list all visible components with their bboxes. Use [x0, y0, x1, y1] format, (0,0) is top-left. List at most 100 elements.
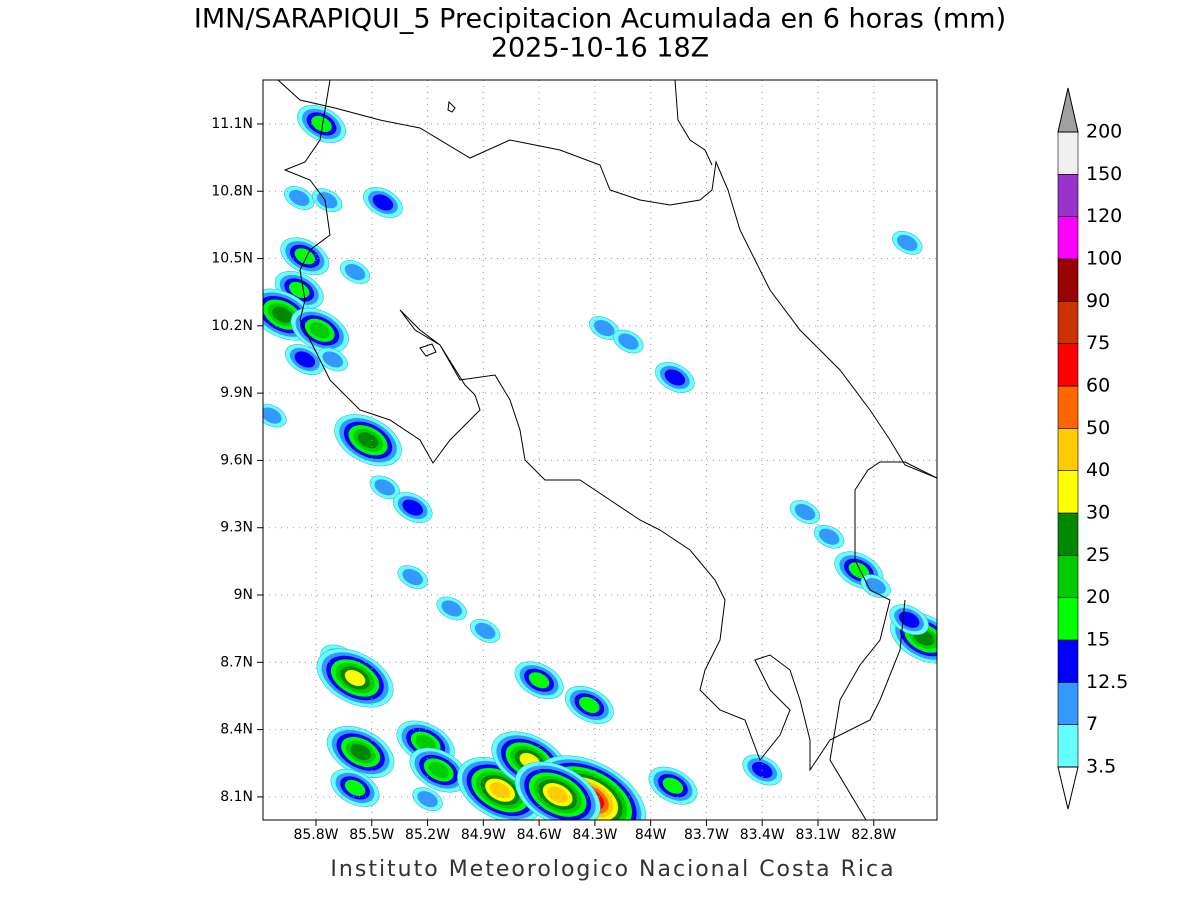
precip-cell: [428, 761, 449, 779]
precip-cell: [289, 189, 310, 207]
precip-cell: [344, 669, 366, 687]
colorbar-over: [1057, 87, 1079, 133]
precip-cell: [350, 743, 371, 761]
precip-cell: [294, 248, 316, 265]
colorbar-label: 3.5: [1086, 756, 1116, 778]
precip-cell: [579, 696, 600, 713]
x-tick-label: 83.1W: [795, 827, 840, 843]
precip-cell: [818, 528, 840, 545]
y-tick-label: 9.3N: [220, 520, 253, 536]
colorbar-swatch: [1057, 343, 1079, 387]
precip-cell: [402, 499, 423, 516]
precip-cell: [344, 779, 366, 796]
precip-cell: [474, 622, 496, 639]
y-tick-label: 10.5N: [211, 251, 253, 267]
colorbar-label: 150: [1086, 163, 1122, 185]
map-subtitle: 2025-10-16 18Z: [491, 33, 709, 64]
precip-cell: [896, 234, 918, 251]
precip-cell: [344, 263, 366, 281]
precip-cell: [547, 786, 568, 803]
precip-cell: [415, 735, 436, 752]
colorbar-label: 75: [1086, 332, 1110, 354]
precip-cell: [489, 782, 511, 799]
precip-cell: [898, 611, 920, 628]
colorbar-label: 20: [1086, 586, 1110, 608]
x-tick-label: 84.3W: [572, 827, 617, 843]
precip-cell: [372, 194, 394, 211]
precip-cell: [263, 407, 282, 424]
colorbar-label: 15: [1086, 629, 1110, 651]
plot-frame: [262, 79, 938, 821]
colorbar-swatch: [1057, 682, 1079, 725]
x-tick-label: 84.6W: [517, 827, 562, 843]
x-tick-label: 85.8W: [293, 827, 338, 843]
colorbar-swatch: [1057, 428, 1079, 471]
y-tick-label: 8.1N: [220, 789, 253, 805]
y-tick-label: 9.9N: [220, 385, 253, 401]
y-tick-label: 8.4N: [220, 722, 253, 738]
precip-cell: [294, 351, 316, 368]
precip-cell: [272, 306, 293, 323]
precip-cell: [322, 351, 343, 368]
x-tick-label: 83.7W: [684, 827, 729, 843]
colorbar-label: 40: [1086, 459, 1110, 481]
colorbar-label: 120: [1086, 205, 1122, 227]
colorbar-swatch: [1057, 385, 1079, 429]
caribbean-coast: [277, 80, 937, 479]
y-tick-label: 9N: [234, 587, 253, 603]
gulf-island: [419, 343, 437, 357]
x-tick-label: 85.2W: [405, 827, 450, 843]
precip-cell: [309, 322, 330, 339]
colorbar-swatch: [1057, 470, 1079, 514]
precip-cell: [751, 761, 773, 779]
x-tick-label: 84W: [635, 827, 667, 843]
y-tick-label: 10.8N: [211, 183, 253, 199]
map-title: IMN/SARAPIQUI_5 Precipitacion Acumulada …: [194, 4, 1006, 35]
lake-island: [447, 100, 456, 113]
colorbar-swatch: [1057, 724, 1079, 768]
precip-cell: [664, 369, 686, 386]
map-footer: Instituto Meteorologico Nacional Costa R…: [330, 857, 895, 882]
colorbar-swatch: [1057, 174, 1079, 217]
precip-cell: [417, 791, 438, 808]
precip-cell: [441, 600, 462, 617]
colorbar-swatch: [1057, 512, 1079, 556]
precip-cell: [402, 569, 423, 586]
nicaragua-border: [674, 80, 713, 166]
colorbar-under: [1057, 766, 1079, 810]
y-tick-label: 8.7N: [220, 654, 253, 670]
precip-cell: [374, 479, 396, 496]
precip-cell: [848, 562, 870, 579]
colorbar-swatch: [1057, 597, 1079, 641]
grid: 85.8W 85.5W 85.2W 84.9W 84.6W 84.3W 84W 83.7W 83…: [211, 80, 937, 843]
x-tick-label: 83.4W: [740, 827, 785, 843]
colorbar-label: 50: [1086, 417, 1110, 439]
colorbar-label: 12.5: [1086, 671, 1128, 693]
x-tick-label: 85.5W: [349, 827, 394, 843]
precip-cell: [662, 777, 684, 794]
colorbar-swatch: [1057, 216, 1079, 260]
colorbar-label: 7: [1086, 713, 1098, 735]
precip-cell: [357, 432, 379, 449]
x-tick-label: 84.9W: [461, 827, 506, 843]
colorbar-swatch: [1057, 131, 1079, 175]
precip-cell: [311, 115, 332, 133]
pacific-coast: [283, 80, 906, 772]
panama-border: [829, 461, 937, 820]
colorbar-label: 200: [1086, 121, 1122, 143]
colorbar-swatch: [1057, 639, 1079, 683]
y-tick-label: 11.1N: [211, 116, 253, 132]
colorbar-label: 90: [1086, 290, 1110, 312]
colorbar-label: 25: [1086, 544, 1110, 566]
colorbar-swatch: [1057, 555, 1079, 598]
colorbar-label: 30: [1086, 502, 1110, 524]
colorbar-swatch: [1057, 301, 1079, 344]
colorbar: 3.5 7 12.5 15 20 25 30 40 50 60 75 90 100 120 150 200: [1057, 87, 1128, 810]
precip-layer: [263, 105, 937, 820]
coastlines: [277, 80, 937, 820]
x-tick-label: 82.8W: [851, 827, 896, 843]
colorbar-label: 100: [1086, 248, 1122, 270]
precip-cell: [618, 333, 639, 350]
y-tick-label: 9.6N: [220, 452, 253, 468]
